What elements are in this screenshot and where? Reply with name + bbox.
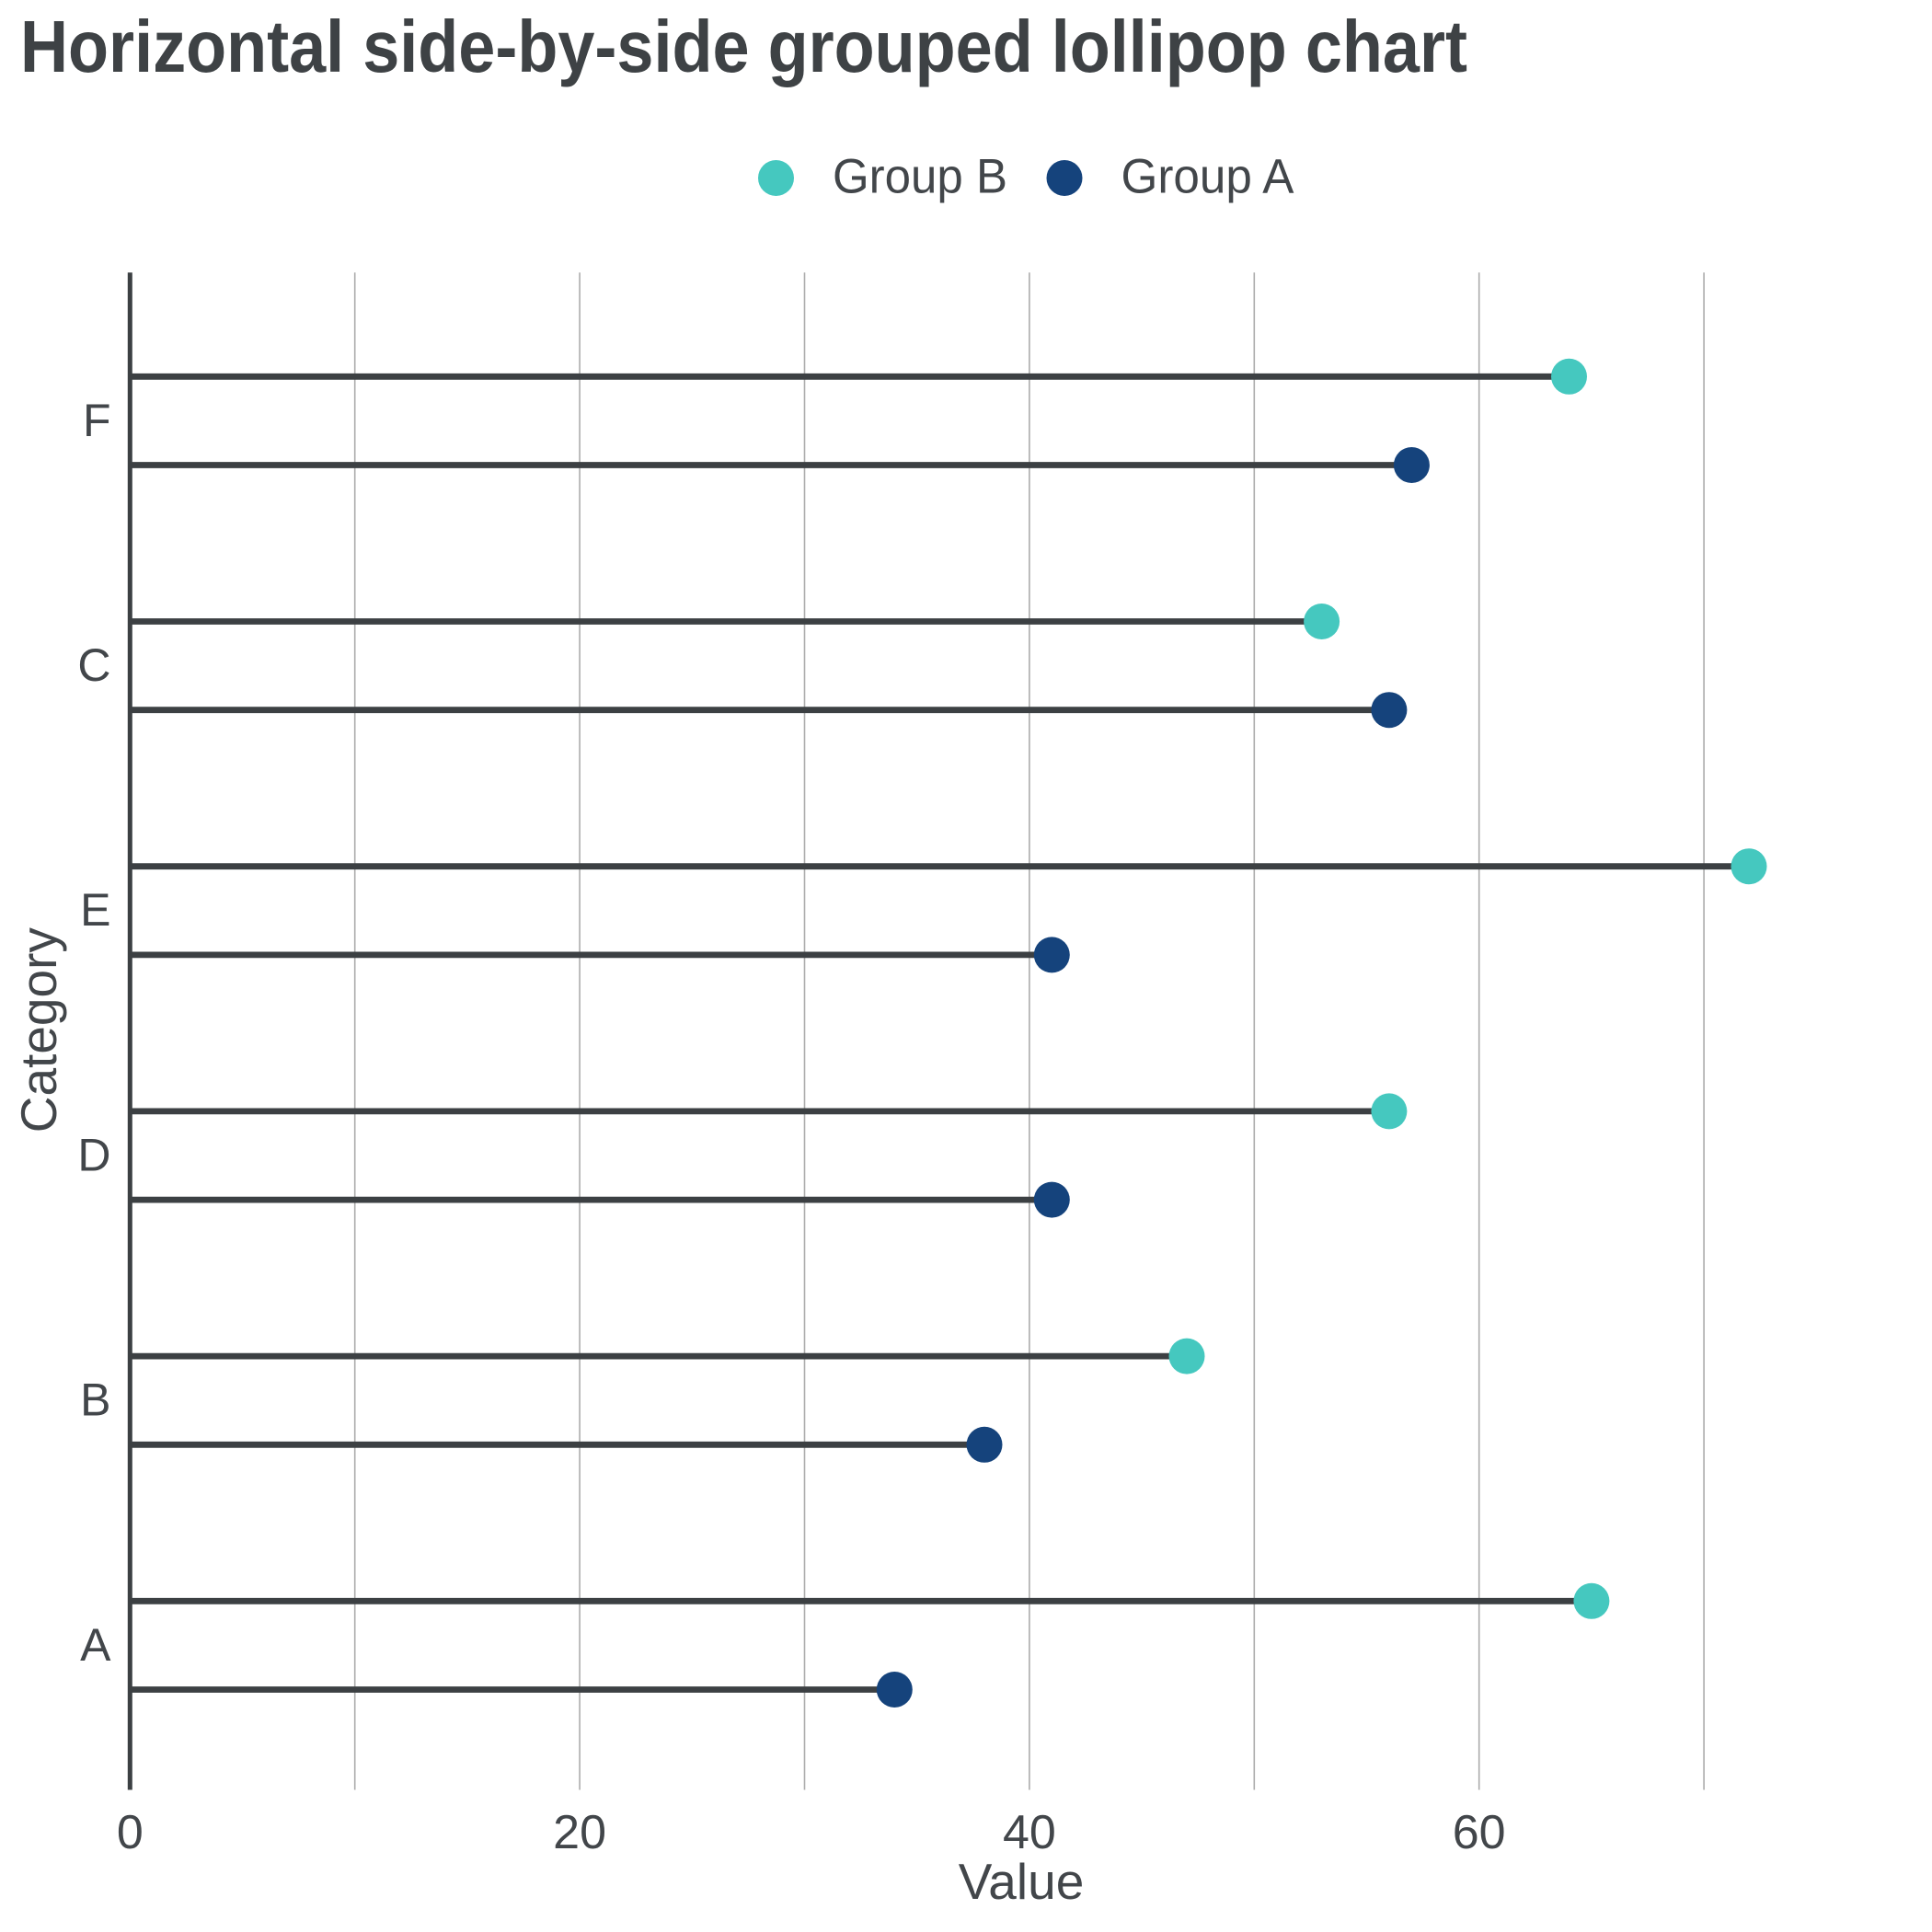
svg-text:20: 20 bbox=[553, 1806, 606, 1859]
svg-text:40: 40 bbox=[1003, 1806, 1056, 1859]
svg-text:B: B bbox=[80, 1374, 110, 1426]
svg-text:C: C bbox=[77, 639, 110, 691]
svg-text:D: D bbox=[77, 1129, 110, 1180]
svg-text:Value: Value bbox=[959, 1853, 1085, 1910]
svg-text:A: A bbox=[80, 1619, 111, 1671]
svg-text:0: 0 bbox=[117, 1806, 144, 1859]
svg-text:Category: Category bbox=[10, 927, 67, 1133]
svg-text:Group A: Group A bbox=[1121, 150, 1295, 204]
svg-text:E: E bbox=[80, 884, 110, 936]
svg-text:60: 60 bbox=[1453, 1806, 1506, 1859]
svg-text:Group B: Group B bbox=[833, 150, 1007, 204]
svg-text:F: F bbox=[83, 395, 111, 446]
svg-text:Horizontal side-by-side groupe: Horizontal side-by-side grouped lollipop… bbox=[20, 6, 1467, 87]
